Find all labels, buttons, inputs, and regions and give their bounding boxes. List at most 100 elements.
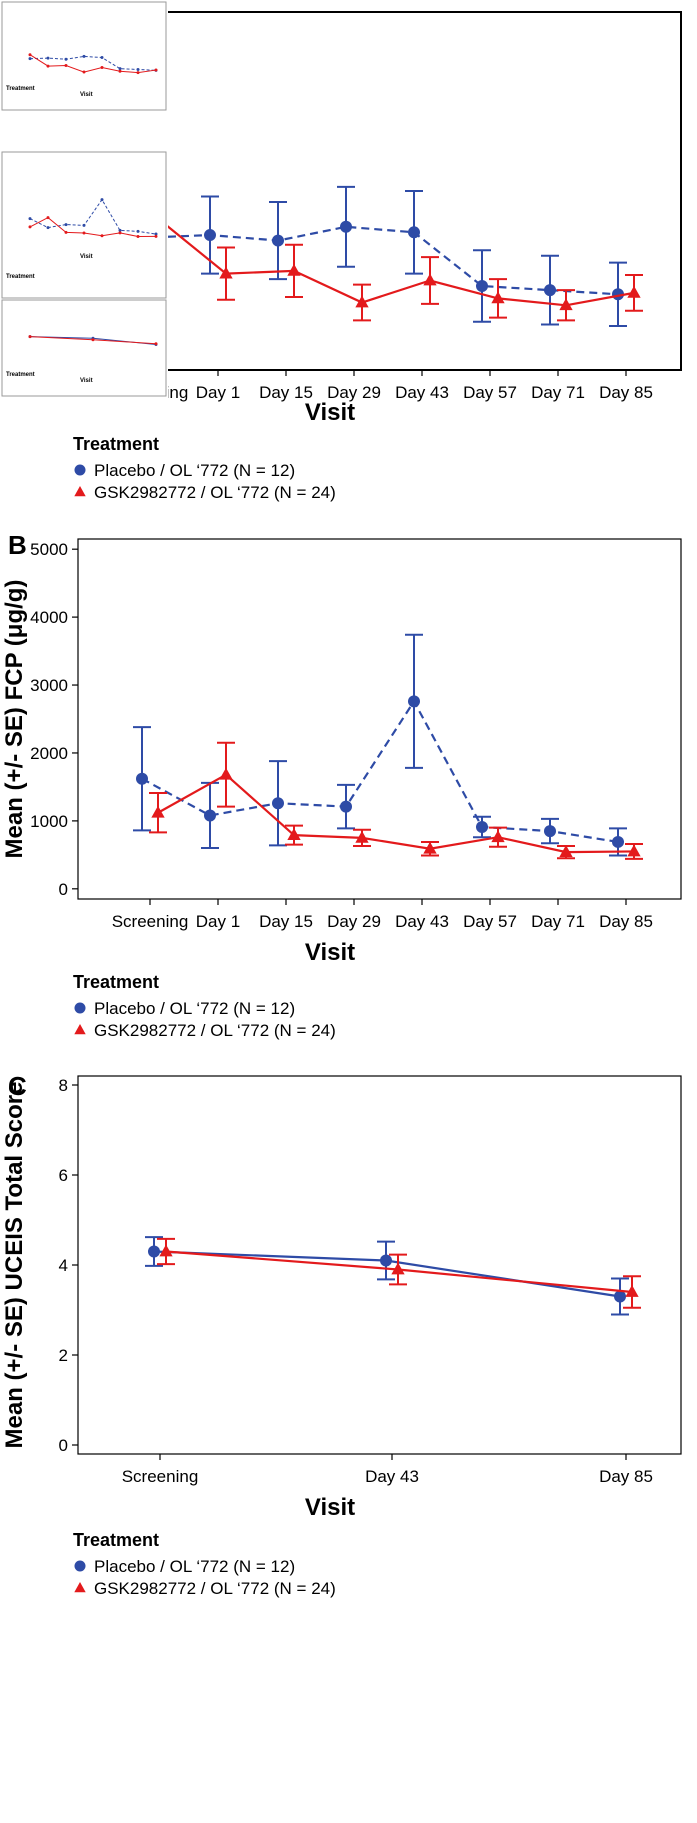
x-tick-label: Day 57 (463, 912, 517, 931)
x-tick-label: Screening (122, 1467, 199, 1486)
legend-marker (74, 1560, 86, 1572)
inset-data-point (100, 56, 104, 60)
inset-data-point (100, 198, 104, 202)
x-tick-label: Day 43 (395, 912, 449, 931)
inset-legend-title: Treatment (6, 274, 35, 280)
data-point (408, 695, 420, 708)
legend-label: GSK2982772 / OL ‘772 (N = 24) (94, 1579, 336, 1598)
legend-marker (74, 486, 86, 497)
data-point (272, 797, 284, 810)
x-tick-label: Day 43 (395, 383, 449, 402)
panel-c: C 0 2 4 6 8 Screening Day 43 Day 85 Visit Mean (+/… (1, 1071, 682, 1598)
inset-data-point (46, 226, 50, 230)
legend-title: Treatment (73, 972, 159, 992)
x-tick-label: Day 85 (599, 1467, 653, 1486)
inset-data-point (82, 54, 86, 58)
inset-data-point (46, 56, 50, 60)
legend-marker (74, 1002, 86, 1014)
legend-title: Treatment (73, 434, 159, 454)
data-point (219, 767, 233, 780)
x-axis-title: Visit (305, 939, 355, 966)
inset-data-point (154, 232, 158, 236)
inset-data-point (82, 223, 86, 227)
x-axis-title: Visit (305, 399, 355, 426)
series-line (157, 773, 635, 854)
legend-marker (74, 1582, 86, 1593)
data-point (544, 825, 556, 838)
y-tick-label: 0 (59, 1436, 68, 1455)
legend-label: Placebo / OL ‘772 (N = 12) (94, 999, 295, 1018)
data-point (355, 295, 369, 308)
inset-data-point (82, 70, 86, 74)
inset-data-point (82, 231, 86, 235)
legend-label: Placebo / OL ‘772 (N = 12) (94, 461, 295, 480)
data-point (408, 226, 420, 239)
inset-data-point (46, 216, 50, 220)
inset-data-point (64, 64, 68, 68)
panel-label: C (8, 1071, 27, 1101)
y-axis-title: Mean (+/- SE) FCP (μg/g) (1, 580, 28, 859)
data-point (151, 805, 165, 818)
inset-panel: Treatment Visit (1, 299, 167, 397)
panel-label: B (8, 530, 27, 560)
legend: Treatment Placebo / OL ‘772 (N = 12) GSK29… (73, 434, 336, 502)
x-tick-label: Day 43 (365, 1467, 419, 1486)
series-line (141, 699, 619, 844)
x-tick-label: Day 71 (531, 383, 585, 402)
y-tick-label: 2 (59, 1346, 68, 1365)
inset-legend-title: Treatment (6, 372, 35, 378)
data-point (355, 830, 369, 843)
y-axis-title: Mean (+/- SE) UCEIS Total Score (1, 1082, 28, 1449)
y-tick-label: 2000 (30, 744, 68, 763)
inset-data-point (136, 67, 140, 71)
data-point (204, 229, 216, 242)
data-point (159, 1244, 173, 1257)
inset-legend-title: Treatment (6, 86, 35, 92)
inset-data-point (28, 53, 32, 57)
inset-data-point (154, 68, 158, 72)
legend-label: GSK2982772 / OL ‘772 (N = 24) (94, 1021, 336, 1040)
series-gsk2982772 (149, 741, 643, 860)
y-tick-label: 1000 (30, 812, 68, 831)
series-line (141, 225, 619, 296)
legend-marker (74, 1024, 86, 1035)
inset-frame (1, 299, 167, 397)
data-point (287, 263, 301, 276)
inset-data-point (154, 342, 158, 346)
data-point (476, 821, 488, 833)
inset-series-line (29, 55, 157, 71)
x-tick-label: Day 1 (196, 912, 240, 931)
data-point (559, 298, 573, 311)
data-point (423, 273, 437, 286)
legend-marker (74, 464, 86, 476)
x-axis-title: Visit (305, 1494, 355, 1521)
plot-frame (77, 11, 682, 371)
inset-data-point (91, 338, 95, 342)
legend: Treatment Placebo / OL ‘772 (N = 12) GSK29… (73, 972, 336, 1040)
inset-data-point (64, 57, 68, 61)
data-point (559, 845, 573, 858)
y-tick-label: 3000 (30, 676, 68, 695)
data-point (219, 266, 233, 279)
x-tick-label: Day 57 (463, 383, 517, 402)
inset-data-point (118, 67, 122, 71)
data-point (136, 772, 148, 785)
inset-data-point (118, 69, 122, 73)
data-point (204, 809, 216, 822)
data-point (627, 844, 641, 857)
data-point (391, 1262, 405, 1275)
y-tick-label: 0 (59, 880, 68, 899)
inset-series-line (29, 217, 157, 238)
data-point (287, 828, 301, 841)
y-tick-label: 5000 (30, 540, 68, 559)
data-point (544, 284, 556, 297)
y-tick-label: 4000 (30, 608, 68, 627)
y-tick-label: 4 (59, 1256, 68, 1275)
y-tick-label: 8 (59, 1076, 68, 1095)
inset-data-point (118, 231, 122, 235)
inset-data-point (100, 234, 104, 238)
inset-series-line (29, 198, 157, 235)
x-tick-label: Day 29 (327, 912, 381, 931)
data-point (476, 280, 488, 293)
